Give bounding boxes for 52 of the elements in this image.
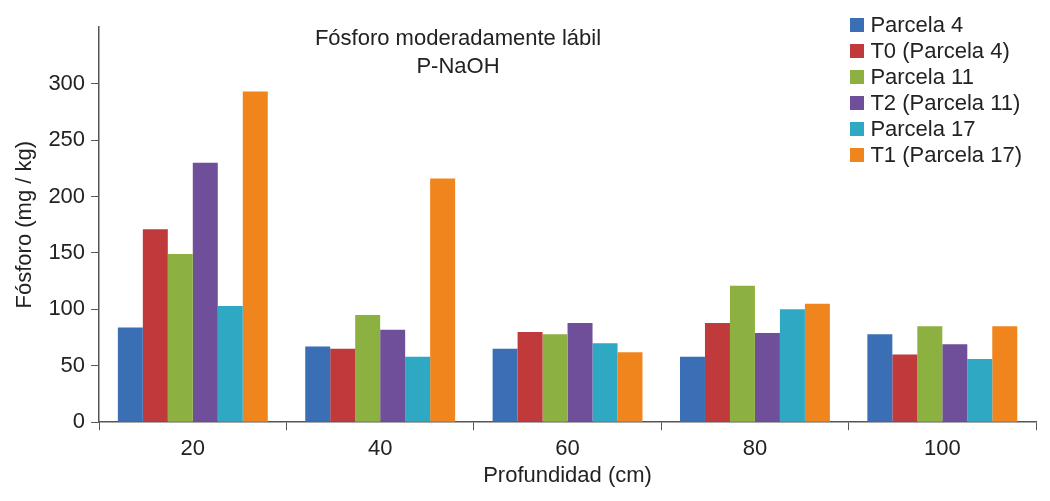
x-axis-title: Profundidad (cm) xyxy=(483,461,652,487)
bar xyxy=(917,326,943,422)
bar xyxy=(405,356,431,422)
bar xyxy=(542,334,568,422)
x-tick-label: 20 xyxy=(180,435,206,461)
bar xyxy=(142,229,168,422)
legend-label: T0 (Parcela 4) xyxy=(870,38,1010,64)
y-tick-label: 300 xyxy=(48,69,86,95)
bar xyxy=(305,346,331,422)
bar xyxy=(804,303,830,422)
bar xyxy=(430,178,456,422)
x-tick-label: 60 xyxy=(555,435,580,461)
bar xyxy=(992,326,1018,422)
bar xyxy=(592,343,618,422)
bar xyxy=(892,354,918,422)
legend-label: Parcela 17 xyxy=(870,116,976,142)
y-axis-title: Fósforo (mg / kg) xyxy=(11,140,37,309)
bar xyxy=(167,254,193,422)
bar xyxy=(242,91,268,422)
y-tick-label: 250 xyxy=(48,126,86,152)
bar xyxy=(380,329,406,422)
bar xyxy=(967,359,993,422)
bar xyxy=(217,305,243,422)
x-tick-label: 80 xyxy=(742,435,768,461)
bar xyxy=(567,322,593,422)
y-tick-label: 100 xyxy=(48,295,86,321)
bar xyxy=(355,314,381,422)
bar xyxy=(517,331,543,422)
bar xyxy=(754,333,780,422)
bar xyxy=(192,162,218,422)
bar xyxy=(117,327,143,422)
bar xyxy=(942,344,968,422)
bar xyxy=(779,309,805,422)
bar xyxy=(679,356,705,422)
bar xyxy=(729,285,755,422)
y-tick-label: 0 xyxy=(72,408,86,434)
x-tick-label: 40 xyxy=(367,435,393,461)
x-tick-label: 100 xyxy=(923,435,961,461)
bar xyxy=(867,334,893,422)
bar xyxy=(330,348,356,422)
y-tick-label: 200 xyxy=(48,182,86,208)
bar xyxy=(492,348,518,422)
legend-label: Parcela 11 xyxy=(870,64,974,90)
y-tick-label: 50 xyxy=(60,351,86,377)
legend-label: Parcela 4 xyxy=(870,12,964,38)
bar xyxy=(617,352,643,422)
legend-label: T1 (Parcela 17) xyxy=(870,142,1022,168)
legend-label: T2 (Parcela 11) xyxy=(870,90,1021,116)
text: P-NaOH xyxy=(415,52,501,80)
bar xyxy=(704,322,730,422)
y-tick-label: 150 xyxy=(48,238,86,264)
chart-title: Fósforo moderadamente lábil xyxy=(313,24,603,52)
